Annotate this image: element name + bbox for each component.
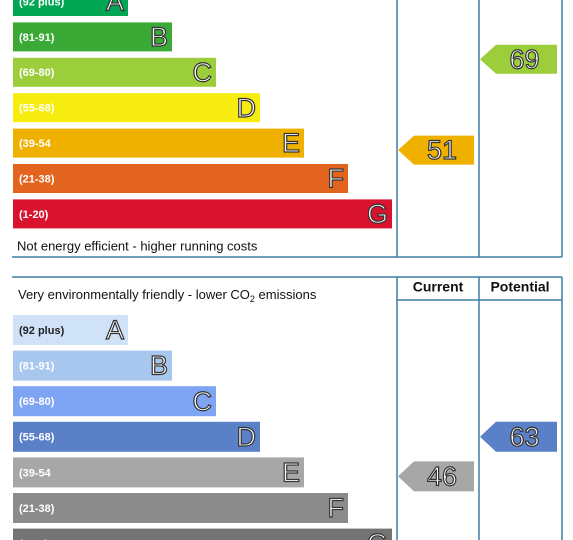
band-range: (55-68) xyxy=(19,103,55,115)
band-letter: B xyxy=(150,351,168,381)
band-letter: C xyxy=(193,386,213,416)
band-range: (81-91) xyxy=(19,361,55,373)
band-bar xyxy=(13,315,128,345)
potential-rating: 69 xyxy=(509,44,539,74)
band-bar xyxy=(13,199,392,229)
current-arrow xyxy=(398,135,474,165)
current-arrow xyxy=(398,461,474,492)
footer: Not energy efficient - higher running co… xyxy=(17,238,258,253)
header-sub: 2 xyxy=(250,294,255,304)
current-header: Current xyxy=(413,279,464,295)
band-letter: D xyxy=(237,422,257,452)
band-letter: F xyxy=(328,164,345,194)
band-letter: D xyxy=(237,93,257,123)
band-bar xyxy=(13,0,128,16)
band-letter: E xyxy=(282,128,300,158)
band-letter: G xyxy=(367,199,388,229)
band-bar xyxy=(13,22,172,52)
band-range: (81-91) xyxy=(19,32,55,44)
potential-rating: 63 xyxy=(509,422,539,452)
band-bar xyxy=(13,457,304,488)
band-range: (92 plus) xyxy=(19,325,65,337)
potential-arrow xyxy=(480,44,557,74)
band-range: (55-68) xyxy=(19,432,55,444)
current-rating: 46 xyxy=(427,462,457,492)
band-bar xyxy=(13,93,260,123)
band-range: (39-54 xyxy=(19,467,52,479)
header-text: Very environmentally friendly - lower CO xyxy=(18,287,250,302)
header-text: emissions xyxy=(255,287,317,302)
band-range: (21-38) xyxy=(19,173,55,185)
band-letter: A xyxy=(106,315,124,345)
potential-header: Potential xyxy=(490,279,549,295)
band-range: (1-20) xyxy=(19,539,49,540)
current-rating: 51 xyxy=(427,135,457,165)
band-letter: G xyxy=(367,529,388,540)
band-range: (39-54 xyxy=(19,138,52,150)
potential-arrow xyxy=(480,421,557,452)
band-letter: F xyxy=(328,493,345,523)
band-range: (21-38) xyxy=(19,503,55,515)
band-bar xyxy=(13,164,348,193)
band-bar xyxy=(13,493,348,523)
header: Very environmentally friendly - lower CO… xyxy=(18,287,317,304)
band-range: (92 plus) xyxy=(19,0,65,8)
band-letter: A xyxy=(106,0,124,17)
band-range: (69-80) xyxy=(19,67,55,79)
band-bar xyxy=(13,350,172,381)
band-bar xyxy=(13,421,260,452)
band-letter: C xyxy=(193,57,213,87)
band-bar xyxy=(13,128,304,158)
band-bar xyxy=(13,57,216,87)
band-letter: B xyxy=(150,22,168,52)
band-bar xyxy=(13,386,216,417)
band-range: (69-80) xyxy=(19,396,55,408)
band-range: (1-20) xyxy=(19,209,49,221)
band-letter: E xyxy=(282,458,300,488)
band-bar xyxy=(13,528,392,540)
